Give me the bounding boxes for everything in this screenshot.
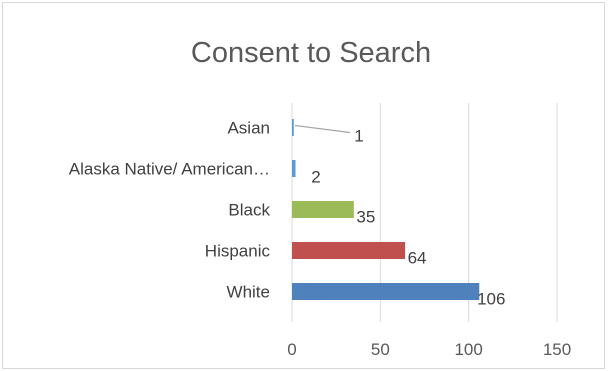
bar [292,242,406,259]
data-label: 35 [356,208,375,227]
data-label: 2 [311,168,320,187]
data-label: 106 [477,290,505,309]
x-tick-label: 50 [371,340,390,359]
data-label: 64 [408,249,427,268]
data-labels: 1 2 35 64 106 [294,124,505,309]
data-label: 1 [354,127,363,146]
category-label: Asian [227,119,270,138]
bar [292,160,296,177]
x-tick-label: 0 [287,340,296,359]
category-labels: Asian Alaska Native/ American… Black Hispan… [69,119,271,302]
x-tick-labels: 0 50 100 150 [287,340,571,359]
x-tick-label: 150 [543,340,571,359]
bar [292,201,354,218]
bar [292,119,294,136]
bars [292,119,480,300]
category-label: Hispanic [205,242,271,261]
x-tick-label: 100 [454,340,482,359]
category-label: White [227,283,270,302]
bar [292,283,480,300]
chart-title: Consent to Search [191,37,431,69]
category-label: Black [228,201,270,220]
leader-line [294,124,351,134]
category-label: Alaska Native/ American… [69,160,270,179]
